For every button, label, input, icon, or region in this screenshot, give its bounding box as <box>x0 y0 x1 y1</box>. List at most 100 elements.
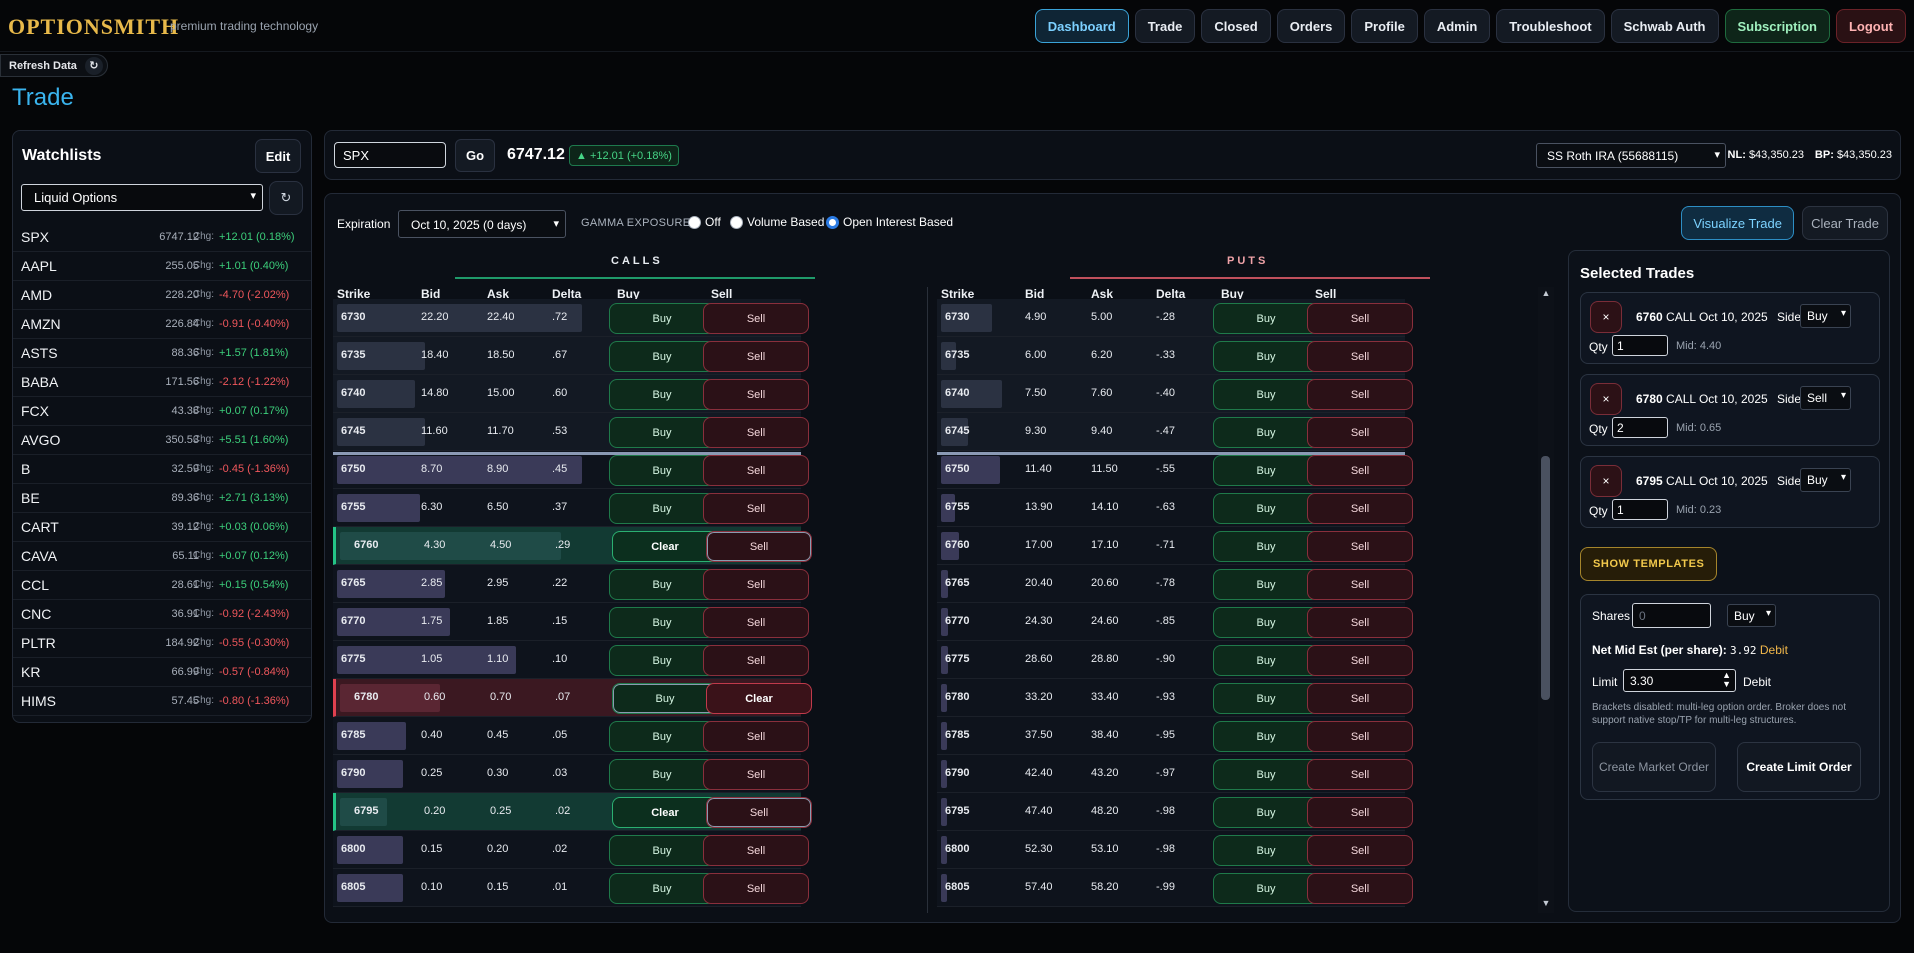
nav-profile[interactable]: Profile <box>1351 9 1418 43</box>
gamma-oi-radio[interactable]: Open Interest Based <box>826 215 953 229</box>
buy-button[interactable]: Buy <box>609 645 715 676</box>
sell-button[interactable]: Sell <box>1307 417 1413 448</box>
nav-orders[interactable]: Orders <box>1276 9 1346 43</box>
buy-button[interactable]: Buy <box>1213 417 1319 448</box>
create-limit-order-button[interactable]: Create Limit Order <box>1737 742 1861 792</box>
watchlist-item[interactable]: AAPL 255.05 Chg: +1.01 (0.40%) <box>13 252 311 281</box>
buy-button[interactable]: Buy <box>1213 341 1319 372</box>
nav-subscription[interactable]: Subscription <box>1724 9 1830 43</box>
buy-button[interactable]: Buy <box>1213 873 1319 904</box>
sell-button[interactable]: Sell <box>703 607 809 638</box>
sell-button[interactable]: Sell <box>1307 341 1413 372</box>
limit-price-input[interactable]: 3.30 ▲ ▼ <box>1623 669 1736 692</box>
sell-button[interactable]: Sell <box>703 873 809 904</box>
sell-button[interactable]: Sell <box>703 759 809 790</box>
sell-button[interactable]: Sell <box>1307 531 1413 562</box>
buy-button[interactable]: Buy <box>609 759 715 790</box>
buy-button[interactable]: Buy <box>1213 835 1319 866</box>
refresh-data-button[interactable]: Refresh Data ↻ <box>0 54 108 77</box>
side-select[interactable]: Buy ▾ <box>1800 304 1851 328</box>
watchlist-item[interactable]: CCL 28.61 Chg: +0.15 (0.54%) <box>13 571 311 600</box>
qty-input[interactable]: 1 <box>1612 335 1668 356</box>
sell-button[interactable]: Sell <box>706 531 812 562</box>
create-market-order-button[interactable]: Create Market Order <box>1592 742 1716 792</box>
edit-watchlist-button[interactable]: Edit <box>255 139 301 173</box>
watchlist-select[interactable]: Liquid Options ▾ <box>21 184 263 211</box>
buy-button[interactable]: Buy <box>1213 379 1319 410</box>
sell-button[interactable]: Sell <box>1307 379 1413 410</box>
expiration-select[interactable]: Oct 10, 2025 (0 days) ▾ <box>398 210 566 238</box>
sell-button[interactable]: Sell <box>1307 569 1413 600</box>
sell-button[interactable]: Sell <box>703 645 809 676</box>
buy-button[interactable]: Buy <box>1213 569 1319 600</box>
spinner-icon[interactable]: ▲ ▼ <box>1722 670 1731 689</box>
watchlist-item[interactable]: PLTR 184.92 Chg: -0.55 (-0.30%) <box>13 629 311 658</box>
sell-button[interactable]: Sell <box>1307 797 1413 828</box>
sell-button[interactable]: Sell <box>703 303 809 334</box>
watchlist-item[interactable]: AVGO 350.53 Chg: +5.51 (1.60%) <box>13 426 311 455</box>
show-templates-button[interactable]: SHOW TEMPLATES <box>1580 547 1718 581</box>
gamma-volume-radio[interactable]: Volume Based <box>730 215 824 229</box>
watchlist-item[interactable]: B 32.59 Chg: -0.45 (-1.36%) <box>13 455 311 484</box>
buy-button[interactable]: Buy <box>609 721 715 752</box>
nav-dashboard[interactable]: Dashboard <box>1034 9 1129 43</box>
buy-button[interactable]: Buy <box>609 303 715 334</box>
buy-button[interactable]: Buy <box>1213 759 1319 790</box>
buy-button[interactable]: Buy <box>1213 455 1319 486</box>
buy-button[interactable]: Buy <box>1213 607 1319 638</box>
buy-button[interactable]: Buy <box>609 835 715 866</box>
sell-button[interactable]: Sell <box>1307 455 1413 486</box>
watchlist-item[interactable]: HIMS 57.45 Chg: -0.80 (-1.36%) <box>13 687 311 716</box>
shares-input[interactable]: 0 <box>1632 603 1711 628</box>
remove-leg-button[interactable]: × <box>1590 465 1622 497</box>
visualize-trade-button[interactable]: Visualize Trade <box>1681 206 1794 240</box>
scroll-down-icon[interactable]: ▼ <box>1541 898 1551 908</box>
clear-leg-button[interactable]: Clear <box>612 797 718 828</box>
buy-button[interactable]: Buy <box>609 341 715 372</box>
sell-button[interactable]: Sell <box>703 455 809 486</box>
gamma-off-radio[interactable]: Off <box>688 215 721 229</box>
sell-button[interactable]: Sell <box>1307 493 1413 524</box>
account-select[interactable]: SS Roth IRA (55688115) ▾ <box>1536 143 1726 168</box>
watchlist-item[interactable]: ASTS 88.36 Chg: +1.57 (1.81%) <box>13 339 311 368</box>
sell-button[interactable]: Sell <box>1307 683 1413 714</box>
buy-button[interactable]: Buy <box>1213 645 1319 676</box>
clear-trade-button[interactable]: Clear Trade <box>1802 206 1888 240</box>
buy-button[interactable]: Buy <box>1213 683 1319 714</box>
watchlist-item[interactable]: FCX 43.38 Chg: +0.07 (0.17%) <box>13 397 311 426</box>
sell-button[interactable]: Sell <box>703 493 809 524</box>
sell-button[interactable]: Sell <box>1307 721 1413 752</box>
watchlist-item[interactable]: SPX 6747.12 Chg: +12.01 (0.18%) <box>13 223 311 252</box>
sell-button[interactable]: Sell <box>1307 645 1413 676</box>
buy-button[interactable]: Buy <box>1213 797 1319 828</box>
watchlist-item[interactable]: AMZN 226.84 Chg: -0.91 (-0.40%) <box>13 310 311 339</box>
remove-leg-button[interactable]: × <box>1590 301 1622 333</box>
sell-button[interactable]: Sell <box>1307 607 1413 638</box>
sell-button[interactable]: Sell <box>703 835 809 866</box>
refresh-watchlist-icon[interactable]: ↻ <box>269 181 303 215</box>
sell-button[interactable]: Sell <box>703 379 809 410</box>
scroll-up-icon[interactable]: ▲ <box>1541 288 1551 298</box>
buy-button[interactable]: Buy <box>609 607 715 638</box>
watchlist-item[interactable]: CART 39.12 Chg: +0.03 (0.06%) <box>13 513 311 542</box>
sell-button[interactable]: Sell <box>1307 759 1413 790</box>
sell-button[interactable]: Sell <box>703 341 809 372</box>
watchlist-item[interactable]: BABA 171.56 Chg: -2.12 (-1.22%) <box>13 368 311 397</box>
nav-schwab-auth[interactable]: Schwab Auth <box>1610 9 1719 43</box>
scrollbar-thumb[interactable] <box>1541 456 1550 700</box>
go-button[interactable]: Go <box>455 139 495 172</box>
watchlist-item[interactable]: CAVA 65.11 Chg: +0.07 (0.12%) <box>13 542 311 571</box>
qty-input[interactable]: 2 <box>1612 417 1668 438</box>
clear-leg-button[interactable]: Clear <box>612 531 718 562</box>
buy-button[interactable]: Buy <box>609 379 715 410</box>
sell-button[interactable]: Sell <box>706 797 812 828</box>
sell-button[interactable]: Sell <box>703 417 809 448</box>
watchlist-item[interactable]: AMD 228.20 Chg: -4.70 (-2.02%) <box>13 281 311 310</box>
nav-closed[interactable]: Closed <box>1201 9 1271 43</box>
nav-logout[interactable]: Logout <box>1835 9 1906 43</box>
buy-button[interactable]: Buy <box>609 569 715 600</box>
watchlist-item[interactable]: BE 89.36 Chg: +2.71 (3.13%) <box>13 484 311 513</box>
sell-button[interactable]: Sell <box>1307 835 1413 866</box>
qty-input[interactable]: 1 <box>1612 499 1668 520</box>
side-select[interactable]: Sell ▾ <box>1800 386 1851 410</box>
